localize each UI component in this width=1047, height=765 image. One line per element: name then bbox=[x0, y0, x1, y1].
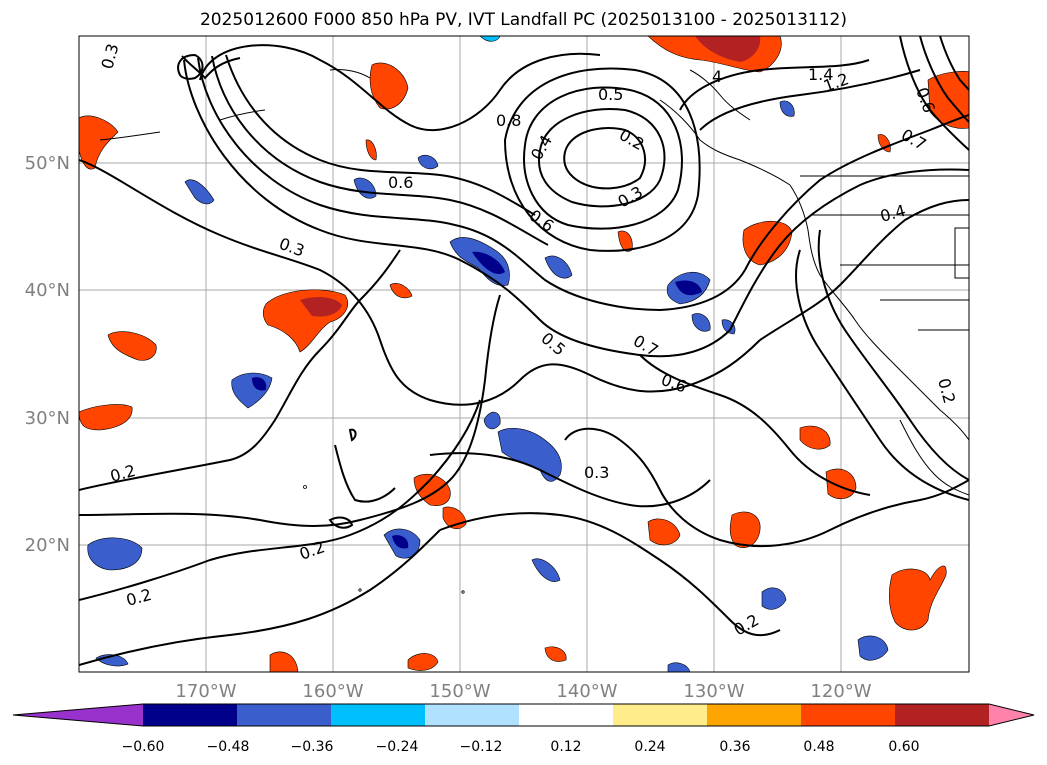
contour-label: 0.6 bbox=[388, 173, 413, 192]
colorbar-tick-label: −0.12 bbox=[460, 739, 503, 755]
lat-tick-label: 40°N bbox=[25, 280, 70, 301]
lon-tick-label: 160°W bbox=[302, 681, 363, 702]
map-frame bbox=[78, 35, 970, 673]
negative-anomaly-patches bbox=[87, 36, 889, 672]
lon-tick-label: 120°W bbox=[810, 681, 871, 702]
lon-tick-label: 130°W bbox=[683, 681, 744, 702]
colorbar-segment bbox=[613, 704, 708, 726]
lat-tick-label: 30°N bbox=[25, 408, 70, 429]
colorbar-outline bbox=[12, 703, 1035, 727]
colorbar-tick-label: 0.36 bbox=[719, 739, 750, 755]
colorbar-segment bbox=[801, 704, 896, 726]
pv-contours bbox=[79, 36, 969, 666]
positive-anomaly-patches bbox=[79, 36, 969, 672]
colorbar-tick-label: 0.48 bbox=[803, 739, 834, 755]
lat-labels: 50°N 40°N 30°N 20°N bbox=[25, 153, 70, 556]
colorbar-segment bbox=[143, 704, 238, 726]
lon-tick-label: 170°W bbox=[175, 681, 236, 702]
lat-tick-label: 50°N bbox=[25, 153, 70, 174]
colorbar-segment bbox=[237, 704, 332, 726]
colorbar bbox=[12, 703, 1035, 727]
contour-label: 4 bbox=[712, 67, 722, 86]
colorbar-tick-label: 0.60 bbox=[888, 739, 919, 755]
colorbar-extend-high bbox=[989, 704, 1034, 726]
contour-label: 0.3 bbox=[584, 463, 609, 482]
contour-label: 0.8 bbox=[496, 111, 521, 130]
colorbar-segment bbox=[519, 704, 614, 726]
colorbar-tick-label: −0.24 bbox=[376, 739, 419, 755]
map-background bbox=[79, 36, 969, 672]
colorbar-tick-label: −0.60 bbox=[122, 739, 165, 755]
lat-tick-label: 20°N bbox=[25, 535, 70, 556]
colorbar-ticks: −0.60 −0.48 −0.36 −0.24 −0.12 0.12 0.24 … bbox=[122, 739, 920, 755]
colorbar-segment bbox=[425, 704, 520, 726]
lon-labels: 170°W 160°W 150°W 140°W 130°W 120°W bbox=[175, 681, 871, 702]
lon-tick-label: 140°W bbox=[556, 681, 617, 702]
contour-label: 0.5 bbox=[598, 85, 623, 104]
coastlines bbox=[99, 69, 969, 496]
figure-title: 2025012600 F000 850 hPa PV, IVT Landfall… bbox=[199, 10, 847, 30]
colorbar-segment bbox=[331, 704, 426, 726]
colorbar-tick-label: −0.48 bbox=[207, 739, 250, 755]
gridlines bbox=[79, 36, 969, 672]
colorbar-tick-label: −0.36 bbox=[291, 739, 334, 755]
lon-tick-label: 150°W bbox=[429, 681, 490, 702]
colorbar-extend-low bbox=[13, 704, 143, 726]
colorbar-tick-label: 0.24 bbox=[634, 739, 665, 755]
islands bbox=[303, 485, 465, 594]
colorbar-segment bbox=[895, 704, 990, 726]
colorbar-tick-label: 0.12 bbox=[550, 739, 581, 755]
contour-label: 1.4 bbox=[808, 65, 833, 84]
colorbar-segment bbox=[707, 704, 802, 726]
